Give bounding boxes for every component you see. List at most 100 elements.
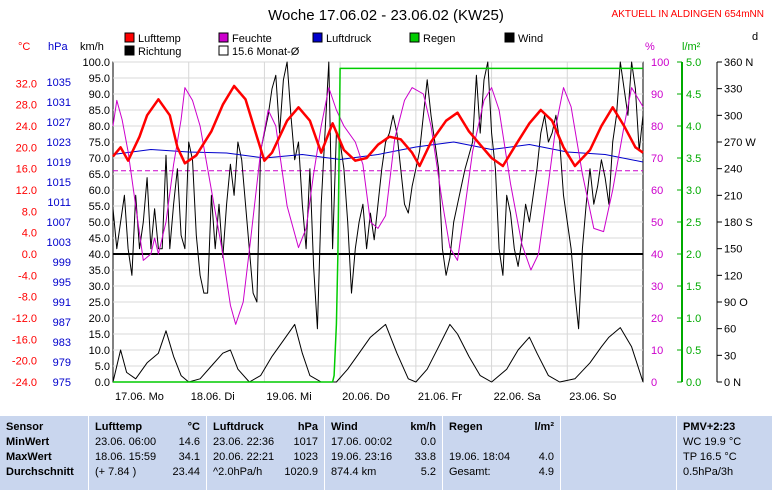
tick-label-pct: 20 (651, 313, 663, 325)
tick-label-temp: 8.0 (22, 206, 37, 218)
stats-wind-min-time: 17.06. 00:02 (331, 436, 393, 448)
unit-temp: °C (18, 41, 30, 53)
stats-luftdruck-min-time: 23.06. 22:36 (213, 436, 275, 448)
stats-lufttemp-avg-val: 23.44 (172, 466, 200, 478)
stats-row-min: MinWert (6, 436, 50, 448)
tick-label-kmh: 75.0 (89, 137, 110, 149)
tick-label-dir: 120 (724, 270, 742, 282)
tick-label-pct: 100 (651, 57, 669, 69)
legend-swatch-lufttemp (124, 32, 135, 43)
tick-label-dir: 360 N (724, 57, 753, 69)
tick-label-kmh: 35.0 (89, 265, 110, 277)
stats-col-wind: Wind km/h 17.06. 00:02 0.0 19.06. 23:16 33.… (325, 416, 442, 490)
tick-label-dir: 0 N (724, 377, 741, 389)
legend: Lufttemp Feuchte Luftdruck Regen Wind Ri… (124, 32, 543, 58)
legend-label-regen: Regen (423, 33, 455, 45)
unit-rain: l/m² (682, 41, 701, 53)
stats-wind-min-val: 0.0 (420, 436, 436, 448)
unit-pct: % (645, 41, 655, 53)
tick-label-pct: 60 (651, 185, 663, 197)
tick-label-kmh: 90.0 (89, 89, 110, 101)
tick-label-pct: 70 (651, 153, 663, 165)
tick-label-kmh: 45.0 (89, 233, 110, 245)
stats-regen-unit: l/m² (534, 421, 554, 433)
tick-label-kmh: 65.0 (89, 169, 110, 181)
legend-label-lufttemp: Lufttemp (138, 33, 181, 45)
stats-lufttemp-max-val: 34.1 (178, 451, 200, 463)
tick-label-temp: -4.0 (18, 270, 37, 282)
tick-label-rain: 1.5 (686, 281, 701, 293)
tick-label-rain: 4.0 (686, 121, 701, 133)
tick-label-dir: 180 S (724, 217, 753, 229)
tick-label-kmh: 10.0 (89, 345, 110, 357)
tick-label-temp: 28.0 (16, 100, 37, 112)
stats-lufttemp-min-time: 23.06. 06:00 (95, 436, 157, 448)
tick-label-dir: 30 (724, 350, 736, 362)
legend-label-richtung: Richtung (138, 46, 181, 58)
stats-row-avg: Durchschnitt (6, 466, 74, 478)
tick-label-temp: -24.0 (12, 377, 37, 389)
tick-label-temp: 32.0 (16, 78, 37, 90)
legend-swatch-luftdruck (312, 32, 323, 43)
tick-label-temp: -20.0 (12, 356, 37, 368)
stats-regen-max-time: 19.06. 18:04 (449, 451, 511, 463)
tick-label-kmh: 30.0 (89, 281, 110, 293)
tick-label-hpa: 1023 (47, 137, 71, 149)
stats-col-sensor: Sensor MinWert MaxWert Durchschnitt (0, 416, 88, 490)
tick-label-kmh: 15.0 (89, 329, 110, 341)
tick-label-kmh: 55.0 (89, 201, 110, 213)
tick-label-hpa: 975 (53, 377, 71, 389)
tick-label-pct: 50 (651, 217, 663, 229)
tick-label-temp: 24.0 (16, 121, 37, 133)
stats-lufttemp-max-time: 18.06. 15:59 (95, 451, 157, 463)
x-tick-label: 19.06. Mi (266, 391, 311, 403)
x-tick-label: 17.06. Mo (115, 391, 164, 403)
tick-label-rain: 1.0 (686, 313, 701, 325)
tick-label-temp: 12.0 (16, 185, 37, 197)
tick-label-temp: 20.0 (16, 142, 37, 154)
legend-label-feuchte: Feuchte (232, 33, 272, 45)
stats-col-lufttemp: Lufttemp °C 23.06. 06:00 14.6 18.06. 15:59… (89, 416, 206, 490)
tick-label-kmh: 70.0 (89, 153, 110, 165)
stats-wind-max-val: 33.8 (414, 451, 436, 463)
tick-label-rain: 0.0 (686, 377, 701, 389)
x-tick-label: 21.06. Fr (418, 391, 462, 403)
tick-label-kmh: 40.0 (89, 249, 110, 261)
stats-pmv-line2: TP 16.5 °C (683, 451, 737, 463)
tick-label-hpa: 983 (53, 337, 71, 349)
stats-luftdruck-header: Luftdruck (213, 421, 264, 433)
tick-label-rain: 3.5 (686, 153, 701, 165)
tick-label-pct: 40 (651, 249, 663, 261)
stats-wind-avg-extra: 874.4 km (331, 466, 377, 478)
tick-label-kmh: 95.0 (89, 73, 110, 85)
stats-luftdruck-avg-val: 1020.9 (284, 466, 318, 478)
tick-label-dir: 90 O (724, 297, 748, 309)
tick-label-hpa: 999 (53, 257, 71, 269)
unit-hpa: hPa (48, 41, 68, 53)
tick-label-rain: 2.5 (686, 217, 701, 229)
stats-lufttemp-avg-extra: (+ 7.84 ) (95, 466, 137, 478)
tick-label-temp: 0.0 (22, 249, 37, 261)
series-line-luftdruck (112, 141, 644, 163)
x-tick-label: 23.06. So (569, 391, 616, 403)
unit-kmh: km/h (80, 41, 104, 53)
chart-title: Woche 17.06.02 - 23.06.02 (KW25) (268, 7, 504, 24)
series (112, 61, 644, 383)
stats-pmv-line3: 0.5hPa/3h (683, 466, 734, 478)
stats-wind-avg-val: 5.2 (420, 466, 436, 478)
stats-lufttemp-min-val: 14.6 (178, 436, 200, 448)
tick-label-kmh: 80.0 (89, 121, 110, 133)
tick-label-kmh: 85.0 (89, 105, 110, 117)
stats-luftdruck-avg-extra: ^2.0hPa/h (213, 466, 263, 478)
legend-swatch-regen (409, 32, 420, 43)
axis-units: °C hPa km/h % l/m² d (18, 31, 758, 53)
stats-lufttemp-unit: °C (187, 421, 200, 433)
axes: 32.0 28.0 24.0 20.0 16.0 12.0 8.0 4.0 0.0 -4.0 -8.… (12, 57, 756, 403)
tick-label-dir: 270 W (724, 137, 756, 149)
series-line-lufttemp (112, 84, 644, 168)
series-line-feuchte (112, 87, 644, 325)
stats-luftdruck-unit: hPa (297, 421, 318, 433)
legend-swatch-feuchte (218, 32, 229, 43)
stats-regen-max-val: 4.0 (538, 451, 554, 463)
tick-label-dir: 300 (724, 110, 742, 122)
